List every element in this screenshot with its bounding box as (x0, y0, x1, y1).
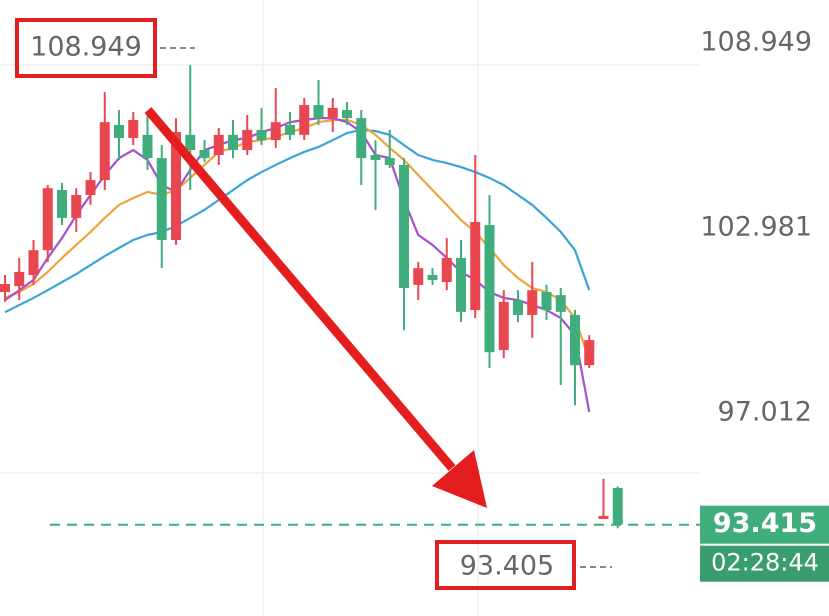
candle-body (427, 274, 438, 280)
y-tick-label: 97.012 (718, 397, 812, 428)
y-tick-label: 108.949 (700, 27, 812, 58)
candle-body (342, 110, 352, 119)
candle-body (57, 190, 67, 218)
y-tick-label: 102.981 (700, 212, 812, 243)
candle-body (156, 158, 167, 240)
candle-body (142, 134, 153, 159)
candle-body (299, 105, 310, 135)
price-tag (700, 505, 829, 544)
annotation-label: 108.949 (30, 32, 142, 63)
candle-body (413, 268, 424, 285)
candle-body (313, 105, 324, 119)
candle-body (270, 122, 281, 141)
annotation-bottom: 93.405 (435, 540, 612, 590)
candle-body (356, 118, 367, 159)
candle-body (456, 257, 466, 312)
candle-body (541, 292, 552, 311)
candle-body (99, 122, 110, 181)
candle-body (114, 124, 124, 138)
candle-body (14, 271, 25, 287)
ma-line (4, 128, 591, 314)
price-tag-label: 93.415 (713, 508, 817, 539)
candle-body (28, 250, 39, 275)
candle-body (199, 150, 210, 159)
candle-body (570, 314, 580, 366)
candle-body (555, 295, 566, 312)
candle-body (598, 515, 609, 519)
candle-body (42, 188, 53, 251)
candle-body (399, 164, 409, 289)
countdown-tag (700, 545, 829, 582)
candle-body (612, 487, 623, 525)
candle-body (498, 301, 509, 351)
candle-body (484, 225, 495, 353)
candle-body (85, 180, 96, 195)
ma-line (4, 117, 591, 413)
candle-body (171, 132, 181, 240)
candle-body (71, 194, 82, 218)
arrow (144, 107, 487, 508)
candle-body (0, 283, 10, 293)
candle-body (370, 155, 381, 160)
candle-body (128, 119, 139, 138)
annotation-top: 108.949 (15, 18, 195, 78)
candle-body (384, 158, 395, 165)
annotation-label: 93.405 (460, 551, 554, 582)
candle-body (513, 300, 523, 315)
candle-body (285, 124, 295, 135)
candle-body (213, 134, 224, 156)
candle-body (470, 221, 481, 311)
candle-body (441, 257, 452, 283)
candle-body (228, 134, 238, 151)
candle-body (327, 107, 338, 119)
candle-body (256, 129, 267, 141)
candle-body (584, 340, 595, 366)
candle-body (185, 134, 196, 151)
candle-body (527, 290, 538, 315)
plot (0, 65, 623, 529)
countdown-label: 02:28:44 (711, 549, 819, 577)
candle-body (242, 129, 253, 151)
